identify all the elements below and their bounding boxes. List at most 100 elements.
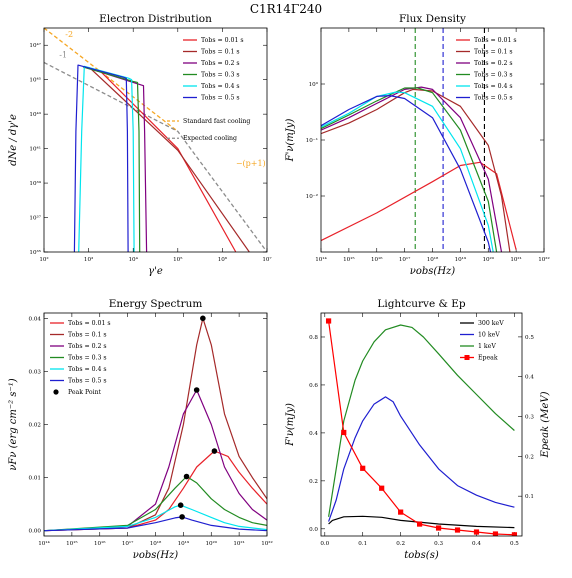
legend-label: Tobs = 0.5 s [68, 378, 107, 385]
peak-point [177, 502, 184, 509]
electron-distribution-panel: Electron Distribution 10² 10³ 10⁴ 10⁵ 10⁶ 10⁷ 1… [8, 13, 272, 277]
x-tick-label: 10¹⁴ [315, 256, 327, 263]
x-tick-label: 10¹⁸ [427, 256, 439, 263]
y-tick-label-right: 0.4 [525, 375, 534, 381]
series-line [44, 450, 267, 532]
legend-label: Tobs = 0.01 s [474, 37, 517, 44]
x-tick-label: 10⁷ [262, 256, 272, 263]
series-line [78, 65, 135, 252]
series-line [44, 475, 267, 532]
y-tick-label: 0.0 [309, 527, 318, 533]
legend-label: Tobs = 0.2 s [474, 60, 513, 67]
peak-point [211, 448, 218, 454]
series-line [321, 94, 492, 252]
legend-swatch-marker [464, 355, 470, 360]
plot-area [321, 28, 517, 252]
series-line [82, 66, 141, 252]
x-tick-label: 10¹⁶ [94, 540, 106, 547]
panel-title: Electron Distribution [99, 13, 212, 25]
legend-label: Tobs = 0.5 s [474, 95, 513, 102]
plot-frame [43, 27, 268, 253]
x-tick-label: 10²⁰ [205, 540, 217, 547]
x-tick-label: 10¹⁴ [38, 540, 50, 547]
y-tick-label: 10³⁹ [29, 180, 41, 187]
x-tick-label: 10¹⁹ [455, 256, 467, 263]
x-tick-label: 10³ [84, 256, 93, 263]
series-point [435, 525, 442, 531]
legend-label: Tobs = 0.01 s [201, 37, 244, 44]
y-tick-label: 0.4 [309, 431, 318, 437]
series-line [328, 320, 515, 536]
series-line [73, 64, 129, 252]
series-line [328, 515, 515, 529]
x-tick-label: 10²² [538, 256, 550, 263]
series-point [454, 527, 461, 533]
plot-frame [43, 312, 268, 537]
x-tick-label: 10¹⁵ [343, 256, 355, 263]
series-point [398, 509, 404, 515]
y-tick-label: 0.02 [29, 423, 42, 429]
x-tick-label: 10¹⁹ [178, 540, 190, 547]
y-tick-label: 10³⁵ [29, 249, 41, 256]
annotation: −(p+1) [236, 159, 266, 168]
legend-label: Tobs = 0.4 s [474, 83, 513, 90]
x-axis-label: γ'e [148, 266, 163, 277]
legend-label: Tobs = 0.3 s [201, 72, 240, 79]
series-point [379, 485, 385, 491]
reference-line [44, 28, 179, 132]
x-tick-label: 10¹⁷ [399, 256, 411, 263]
x-tick-label: 10²¹ [233, 540, 245, 547]
x-tick-label: 10¹⁵ [66, 540, 78, 547]
legend-label: Tobs = 0.1 s [201, 49, 240, 56]
legend-label: Standard fast cooling [183, 118, 250, 125]
series-point [325, 318, 332, 324]
legend-label: Tobs = 0.4 s [201, 83, 240, 90]
legend-label: Tobs = 0.01 s [68, 320, 111, 327]
series-line [328, 324, 515, 517]
lightcurve-panel: Lightcurve & Ep 0.0 0.1 0.2 0.3 0.4 0.5 0.0 0.2 0… [285, 298, 551, 561]
y-tick-label: 10⁰ [309, 81, 319, 88]
series-line [321, 86, 503, 252]
x-tick-label: 0.4 [472, 541, 481, 547]
legend-label: Tobs = 0.4 s [68, 366, 107, 373]
series-point [473, 529, 480, 535]
legend-label: Tobs = 0.5 s [201, 95, 240, 102]
x-tick-label: 10⁶ [218, 256, 228, 263]
figure-title: C1R14Γ240 [250, 2, 322, 16]
x-tick-label: 0.5 [510, 541, 519, 547]
series-line [321, 87, 498, 252]
x-tick-label: 10⁵ [173, 256, 183, 263]
plot-area [44, 28, 267, 252]
y-tick-label: 10³⁷ [29, 215, 41, 222]
legend-label: Tobs = 0.3 s [68, 355, 107, 362]
plot-area [325, 318, 518, 536]
y-tick-label: 10⁴⁷ [29, 42, 41, 49]
series-point [417, 521, 423, 527]
y-axis-label-right: Epeak (MeV) [540, 391, 551, 458]
y-axis-label: dNe / dγ'e [8, 114, 19, 166]
series-point [341, 429, 347, 436]
reference-line [44, 61, 267, 252]
y-tick-label: 0.03 [29, 369, 42, 375]
annotation: -1 [59, 50, 67, 59]
y-tick-label-right: 0.1 [525, 494, 534, 500]
y-tick-label: 10⁴¹ [29, 146, 41, 153]
y-tick-label: 0.8 [309, 335, 318, 341]
y-axis-label: F'ν(mJy) [285, 403, 296, 447]
x-axis-label: νobs(Hz) [133, 550, 179, 561]
legend-label: 1 keV [478, 343, 496, 350]
peak-point [200, 315, 206, 322]
y-tick-label: 0.01 [29, 476, 41, 482]
series-point [492, 531, 499, 536]
legend-label: 300 keV [478, 320, 504, 327]
legend-label: Peak Point [68, 389, 102, 396]
series-line [44, 504, 267, 532]
plot-frame [320, 27, 545, 253]
x-tick-label: 10²² [261, 540, 273, 547]
y-tick-label: 0.6 [309, 383, 318, 389]
x-tick-label: 10¹⁸ [150, 540, 162, 547]
annotation: -2 [65, 30, 73, 39]
panel-title: Flux Density [399, 13, 466, 25]
x-tick-label: 10² [39, 256, 48, 263]
